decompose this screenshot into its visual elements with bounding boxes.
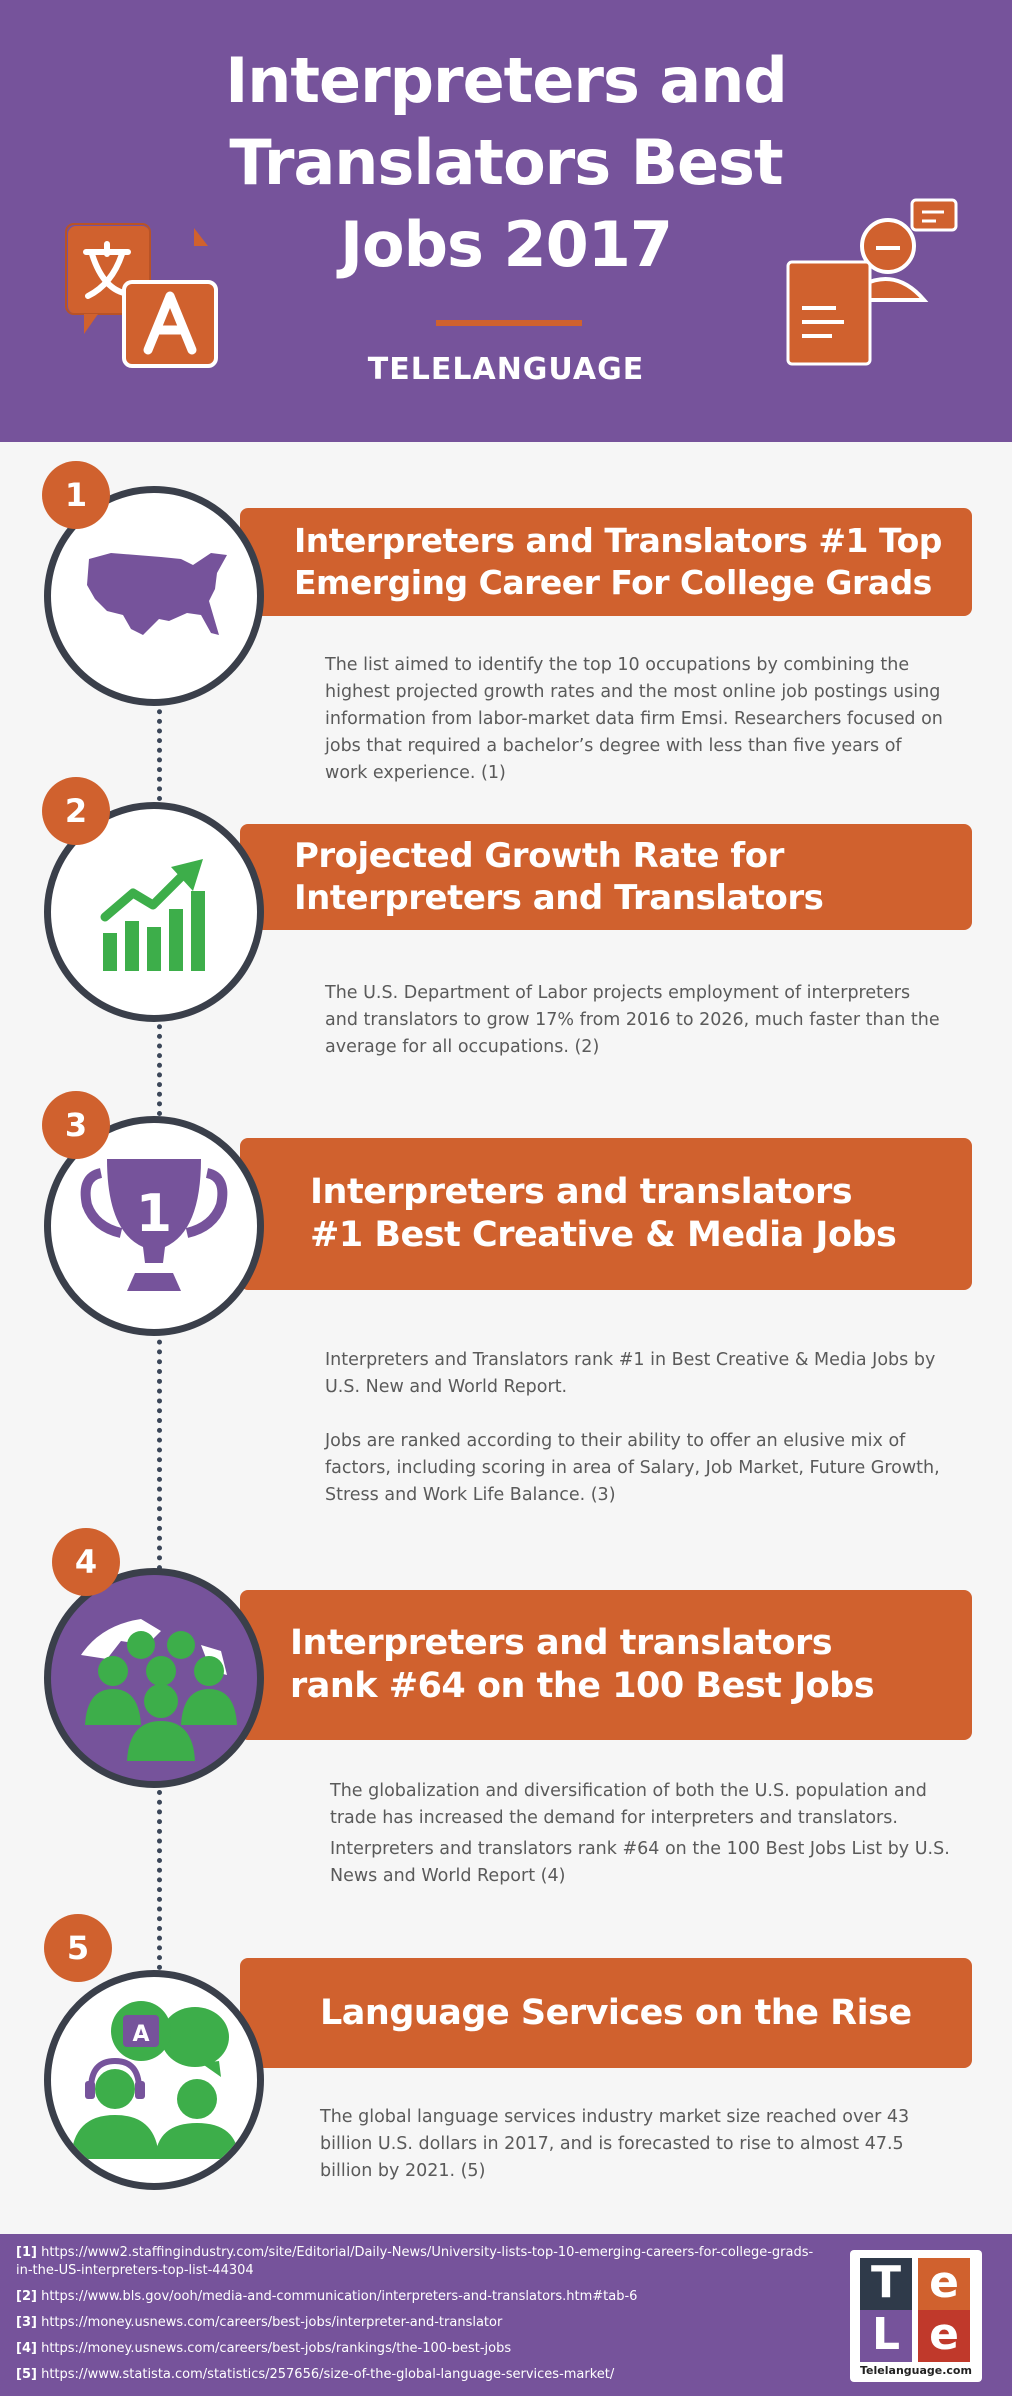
reference-link[interactable]: https://money.usnews.com/careers/best-jo… — [41, 2315, 503, 2330]
reference-item: [2] https://www.bls.gov/ooh/media-and-co… — [16, 2289, 638, 2304]
chat-document-icon — [786, 198, 958, 366]
heading-line: Projected Growth Rate for — [294, 836, 784, 876]
title-line: Translators Best — [229, 126, 783, 199]
trophy-icon: 1 — [80, 1159, 228, 1291]
heading-line: Language Services on the Rise — [320, 1992, 912, 2033]
logo-site-text: Telelanguage.com — [860, 2364, 972, 2377]
section-5-number: 5 — [44, 1914, 112, 1982]
timeline-line — [157, 1790, 162, 1970]
brand-name: TELELANGUAGE — [367, 352, 645, 387]
title-line: Interpreters and — [225, 44, 788, 117]
reference-item: [3] https://money.usnews.com/careers/bes… — [16, 2315, 503, 2330]
section-4-text: The globalization and diversification of… — [330, 1781, 950, 1886]
section-2-heading: Projected Growth Rate for Interpreters a… — [240, 824, 972, 930]
section-5-heading: Language Services on the Rise — [240, 1958, 972, 2068]
usa-map-icon — [87, 553, 227, 635]
page-title: Interpreters and Translators Best Jobs 2… — [150, 40, 862, 286]
heading-line: Interpreters and Translators #1 Top — [294, 521, 942, 560]
reference-link[interactable]: https://www2.staffingindustry.com/site/E… — [16, 2245, 814, 2278]
reference-link[interactable]: https://www.bls.gov/ooh/media-and-commun… — [41, 2289, 638, 2304]
section-5-text: The global language services industry ma… — [320, 2107, 910, 2181]
header-banner: Interpreters and Translators Best Jobs 2… — [0, 0, 1012, 442]
footer: [1] https://www2.staffingindustry.com/si… — [0, 2234, 1012, 2396]
translate-icon — [65, 223, 218, 368]
section-2-text: The U.S. Department of Labor projects em… — [325, 983, 940, 1057]
heading-line: #1 Best Creative & Media Jobs — [310, 1215, 897, 1255]
heading-line: Interpreters and Translators — [294, 878, 824, 918]
section-3-number: 3 — [42, 1091, 110, 1159]
svg-text:A: A — [132, 2022, 149, 2047]
reference-link[interactable]: https://www.statista.com/statistics/2576… — [41, 2367, 615, 2382]
title-divider — [436, 320, 582, 326]
section-3-heading: Interpreters and translators #1 Best Cre… — [240, 1138, 972, 1290]
reference-list: [1] https://www2.staffingindustry.com/si… — [16, 2244, 816, 2392]
heading-line: rank #64 on the 100 Best Jobs — [290, 1666, 875, 1706]
section-5-circle: A — [44, 1970, 264, 2190]
heading-line: Interpreters and translators — [290, 1623, 833, 1663]
reference-link[interactable]: https://money.usnews.com/careers/best-jo… — [41, 2341, 512, 2356]
heading-line: Emerging Career For College Grads — [294, 563, 932, 602]
interpreter-headset-icon: A — [71, 2001, 239, 2159]
section-1-heading: Interpreters and Translators #1 Top Emer… — [240, 508, 972, 616]
section-3-text: Interpreters and Translators rank #1 in … — [325, 1350, 940, 1505]
growth-chart-icon — [100, 859, 205, 971]
heading-line: Interpreters and translators — [310, 1172, 853, 1212]
reference-item: [5] https://www.statista.com/statistics/… — [16, 2367, 615, 2382]
logo-letter: L — [860, 2310, 912, 2362]
timeline-line — [157, 1320, 162, 1590]
logo-letter: e — [918, 2258, 970, 2310]
reference-item: [4] https://money.usnews.com/careers/bes… — [16, 2341, 512, 2356]
title-line: Jobs 2017 — [339, 208, 673, 281]
section-1-number: 1 — [42, 461, 110, 529]
section-4-heading: Interpreters and translators rank #64 on… — [240, 1590, 972, 1740]
trophy-number: 1 — [136, 1184, 172, 1244]
timeline-line — [157, 1005, 162, 1145]
section-4-circle — [44, 1568, 264, 1788]
timeline-line — [157, 690, 162, 830]
telelanguage-logo: T e L e Telelanguage.com — [850, 2250, 982, 2382]
logo-letter: T — [860, 2258, 912, 2310]
globe-people-icon — [81, 1619, 237, 1761]
section-2-number: 2 — [42, 777, 110, 845]
logo-letter: e — [918, 2310, 970, 2362]
section-4-number: 4 — [52, 1528, 120, 1596]
reference-item: [1] https://www2.staffingindustry.com/si… — [16, 2245, 814, 2278]
section-1-text: The list aimed to identify the top 10 oc… — [325, 655, 943, 783]
